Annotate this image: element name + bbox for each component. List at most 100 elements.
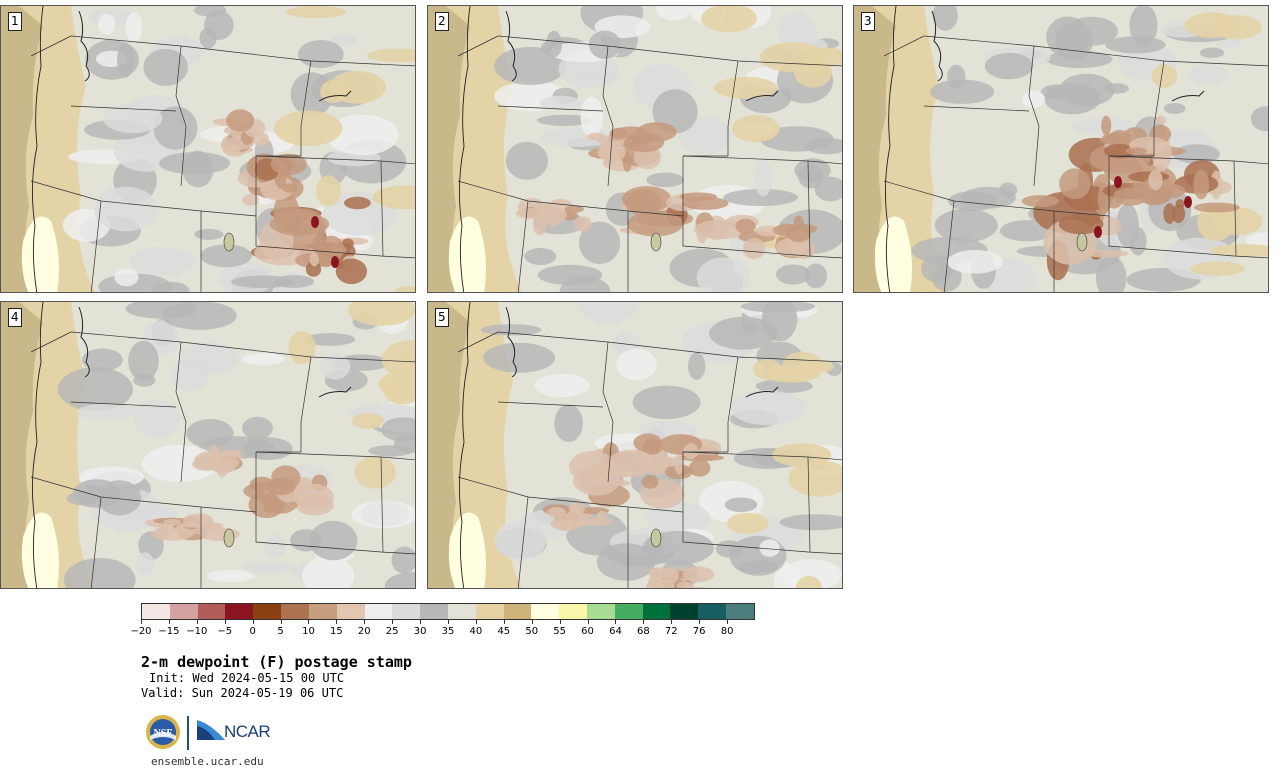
dry-area <box>269 212 330 236</box>
moisture-patch <box>133 399 181 438</box>
colorbar-tick <box>168 620 170 624</box>
colorbar-tick <box>699 620 701 624</box>
moisture-patch <box>391 546 415 574</box>
colorbar-tick <box>615 620 617 624</box>
dry-area <box>1193 202 1240 213</box>
colorbar-swatch <box>587 604 615 619</box>
dry-area <box>1163 203 1176 224</box>
moisture-patch <box>596 543 656 581</box>
state-border <box>300 356 312 452</box>
reservoir <box>745 90 779 102</box>
state-border <box>70 401 177 408</box>
moisture-patch <box>505 141 549 180</box>
state-border <box>70 35 415 67</box>
moisture-patch <box>97 480 142 516</box>
moisture-patch <box>1250 106 1268 132</box>
moisture-patch <box>709 316 778 350</box>
colorbar-swatch <box>169 604 198 619</box>
reservoir <box>318 90 352 102</box>
reservoir <box>1171 90 1205 102</box>
yellow-area <box>448 216 486 292</box>
dry-area <box>1113 187 1148 206</box>
moisture-patch <box>947 250 1004 274</box>
moisture-patch <box>330 34 358 47</box>
state-border <box>602 341 614 483</box>
state-border <box>30 476 257 513</box>
moisture-patch <box>729 535 787 576</box>
colorbar-swatch <box>698 604 727 619</box>
very-dry-spot <box>331 256 339 268</box>
coastline <box>458 302 471 588</box>
colorbar-tick <box>196 620 198 624</box>
moisture-patch <box>740 302 816 313</box>
colorbar-tick-label: 40 <box>469 626 483 637</box>
dry-area <box>624 132 665 153</box>
colorbar-tick-label: 64 <box>609 626 622 637</box>
moisture-patch <box>931 262 962 292</box>
coastline <box>31 302 44 588</box>
ncar-logo-text: NCAR <box>224 722 271 741</box>
colorbar-swatch <box>336 604 365 619</box>
moist-patch <box>714 76 778 99</box>
moisture-patch <box>1059 73 1115 107</box>
state-border <box>1108 156 1268 259</box>
dry-area <box>681 196 729 210</box>
colorbar-tick-label: 72 <box>664 626 678 637</box>
moisture-patch <box>64 558 136 588</box>
colorbar-tick <box>503 620 505 624</box>
moisture-patch <box>723 189 799 206</box>
dry-area <box>293 483 334 510</box>
moist-patch <box>1190 261 1245 276</box>
colorbar-swatch <box>670 604 699 619</box>
colorbar-tick <box>531 620 533 624</box>
moisture-patch <box>580 96 604 137</box>
dry-area <box>155 527 169 536</box>
colorbar-swatch <box>420 604 448 619</box>
moist-patch <box>381 340 415 380</box>
dry-area <box>663 567 679 584</box>
dry-area <box>282 183 298 193</box>
colorbar-swatch <box>559 604 587 619</box>
dry-area <box>1059 168 1091 200</box>
moisture-patch <box>646 172 685 188</box>
moisture-patch <box>537 264 603 286</box>
moisture-patch <box>776 264 811 285</box>
dry-area <box>1103 143 1135 159</box>
dry-area <box>1175 199 1185 209</box>
member-2-map <box>428 6 842 292</box>
colorbar-tick <box>727 620 729 624</box>
state-border <box>30 180 257 217</box>
footer-url: ensemble.ucar.edu <box>151 755 264 768</box>
colorbar-tick <box>392 620 394 624</box>
coastline <box>884 6 897 292</box>
moisture-patch <box>94 186 158 232</box>
moisture-patch <box>136 552 154 576</box>
sound-outline <box>78 306 90 378</box>
colorbar-tick-label: 60 <box>581 626 594 637</box>
state-border <box>682 156 842 259</box>
dry-area <box>241 194 259 206</box>
dry-area <box>735 218 756 234</box>
dry-area <box>181 520 197 528</box>
colorbar-swatch <box>225 604 254 619</box>
colorbar-ticks: −20 −15 −10 −5 0 5 10 15 20 25 30 35 40 45 50 55 60 64 68 7… <box>130 620 755 640</box>
moisture-patch <box>302 556 355 588</box>
moisture-patch <box>579 221 621 265</box>
colorbar-swatch <box>197 604 226 619</box>
moisture-patch <box>264 534 287 558</box>
state-border <box>1028 45 1040 187</box>
moist-patch <box>316 175 341 207</box>
very-dry-spot <box>1094 226 1102 238</box>
moist-patch <box>328 70 386 104</box>
colorbar-tick <box>475 620 477 624</box>
dry-area <box>227 145 241 153</box>
colorbar-tick-label: −5 <box>217 626 233 637</box>
moisture-patch <box>200 244 252 268</box>
dry-area <box>674 454 684 475</box>
colorbar-swatch <box>142 604 170 619</box>
dry-area <box>597 141 626 163</box>
moisture-patch <box>578 302 638 324</box>
moisture-patch <box>537 114 593 126</box>
state-border <box>300 60 312 156</box>
sound-outline <box>78 10 90 82</box>
